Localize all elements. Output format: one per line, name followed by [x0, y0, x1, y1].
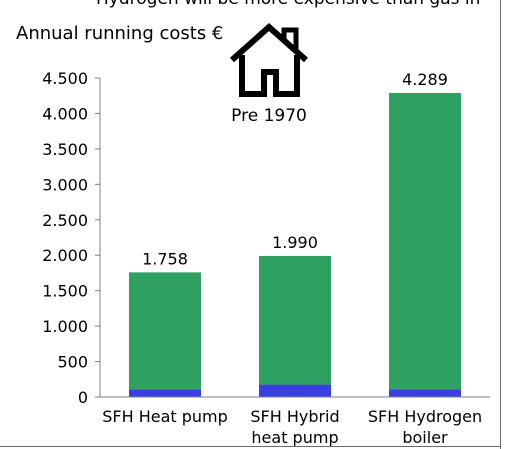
y-axis: 0 500 1.000 1.500 2.000 2.500 3.000 3.500 4.000 4… — [42, 69, 101, 407]
y-tick-label: 500 — [57, 353, 88, 372]
x-axis: SFH Heat pump SFH Hybrid heat pump SFH Hydr… — [100, 396, 490, 447]
bar-segment-2 — [129, 272, 201, 390]
y-tick-label: 3.000 — [42, 175, 88, 194]
y-tick-label: 1.000 — [42, 317, 88, 336]
x-tick-label: SFH Hydrogen boiler — [368, 407, 482, 447]
header-text: Hydrogen will be more expensive than gas… — [96, 0, 480, 9]
chart-title: Annual running costs € — [16, 23, 223, 44]
bar-segment-1 — [389, 389, 461, 397]
y-tick-label: 2.000 — [42, 246, 88, 265]
bar-total-label: 4.289 — [402, 70, 448, 89]
value-labels: 1.758 1.990 4.289 — [142, 70, 448, 268]
bar-total-label: 1.758 — [142, 249, 188, 268]
x-tick-label: SFH Hybrid heat pump — [250, 407, 339, 447]
x-tick-label: SFH Heat pump — [102, 407, 228, 426]
annotation-label: Pre 1970 — [231, 106, 307, 126]
house-icon — [230, 22, 308, 97]
bar-segment-1 — [129, 389, 201, 397]
bar-segment-2 — [389, 92, 461, 390]
y-tick-label: 4.000 — [42, 104, 88, 123]
frame-border-bottom — [0, 446, 501, 447]
bar-total-label: 1.990 — [272, 233, 318, 252]
y-tick-label: 2.500 — [42, 211, 88, 230]
y-tick-label: 1.500 — [42, 282, 88, 301]
bar-segment-2 — [259, 255, 331, 385]
frame-border-right — [500, 0, 501, 449]
bars — [129, 92, 461, 397]
y-tick-label: 0 — [78, 388, 88, 407]
y-tick-label: 4.500 — [42, 69, 88, 88]
bar-segment-1 — [259, 384, 331, 397]
y-tick-label: 3.500 — [42, 140, 88, 159]
